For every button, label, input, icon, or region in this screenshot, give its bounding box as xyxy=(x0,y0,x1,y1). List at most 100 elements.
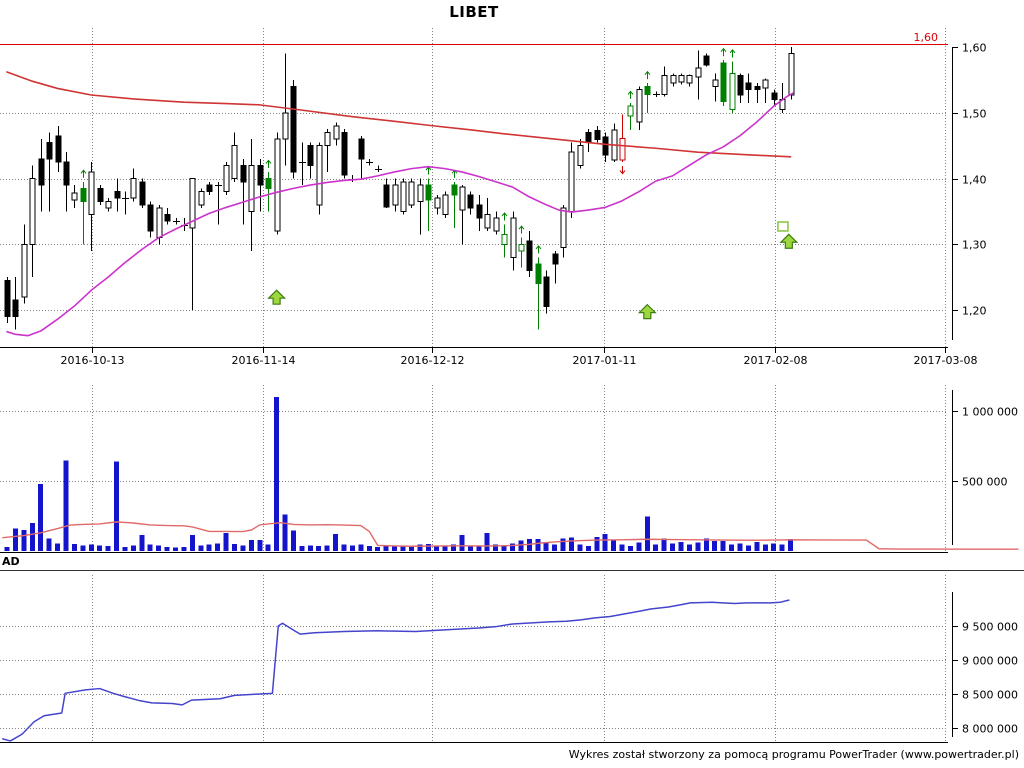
candle-body xyxy=(661,74,668,95)
candle-body xyxy=(12,299,19,318)
candle-body xyxy=(670,74,677,84)
candle-body xyxy=(518,243,525,252)
volume-bar xyxy=(644,516,650,551)
volume-bar xyxy=(434,545,440,551)
volume-layer xyxy=(4,397,794,551)
candle-body xyxy=(729,72,736,110)
red-moving-average xyxy=(6,71,792,158)
candle-body xyxy=(324,131,331,147)
candle-body xyxy=(139,181,146,206)
volume-bar xyxy=(55,543,61,551)
x-axis-label: 2016-12-12 xyxy=(401,354,465,367)
volume-bar xyxy=(307,545,313,551)
candle-body xyxy=(627,105,634,117)
candle-body xyxy=(231,145,238,179)
ad-y-label: 8 000 000 xyxy=(962,723,1018,736)
ad-y-label: 9 500 000 xyxy=(962,621,1018,634)
volume-bar xyxy=(459,534,465,551)
candle-body xyxy=(788,53,795,96)
candle-body xyxy=(198,191,205,206)
volume-bar xyxy=(535,539,541,551)
volume-bar xyxy=(71,544,77,551)
candle-body xyxy=(636,89,643,123)
candle-body xyxy=(316,145,323,206)
candle-body xyxy=(442,194,449,216)
volume-bar xyxy=(686,544,692,551)
ad-panel-label: AD xyxy=(2,555,20,568)
candle-body xyxy=(703,55,710,66)
candle-body xyxy=(745,82,752,91)
candle-body xyxy=(476,204,483,219)
footer-credit: Wykres został stworzony za pomocą progra… xyxy=(568,748,1019,761)
volume-bar xyxy=(695,542,701,551)
volume-bar xyxy=(493,544,499,551)
sell-arrow-icon xyxy=(619,166,626,175)
volume-bar xyxy=(366,546,372,551)
volume-bar xyxy=(720,541,726,551)
volume-y-label: 500 000 xyxy=(962,476,1008,489)
candle-body xyxy=(21,243,28,298)
signal-arrow-up-icon xyxy=(267,289,287,305)
volume-bar xyxy=(164,546,170,551)
candle-body xyxy=(594,130,601,141)
volume-bar xyxy=(703,538,709,551)
candle-body xyxy=(712,79,719,87)
buy-arrow-icon xyxy=(535,245,542,254)
volume-bar xyxy=(324,545,330,551)
candle-body xyxy=(484,214,491,229)
volume-bar xyxy=(417,544,423,551)
candle-body xyxy=(257,164,264,186)
x-axis-label: 2016-10-13 xyxy=(61,354,125,367)
buy-arrow-icon xyxy=(425,166,432,175)
candle-body xyxy=(189,178,196,229)
buy-arrow-icon xyxy=(644,70,651,80)
volume-bar xyxy=(240,545,246,551)
volume-bar xyxy=(29,523,35,551)
volume-bar xyxy=(21,530,27,551)
candle-body xyxy=(459,186,466,211)
volume-average-line xyxy=(2,521,1019,550)
volume-bar xyxy=(358,544,364,551)
volume-bar xyxy=(594,537,600,551)
volume-bar xyxy=(737,543,743,551)
volume-bar xyxy=(510,543,515,551)
volume-bar xyxy=(299,546,305,551)
volume-bar xyxy=(97,545,103,551)
price-y-label: 1,50 xyxy=(962,108,987,121)
candle-body xyxy=(451,184,458,196)
chart-title: LIBET xyxy=(449,3,499,21)
candle-body xyxy=(577,145,584,166)
candle-body xyxy=(80,187,87,203)
price-y-label: 1,60 xyxy=(962,42,987,55)
candles-layer xyxy=(4,47,795,330)
volume-bar xyxy=(114,461,120,551)
candle-body xyxy=(535,263,542,285)
candle-body xyxy=(526,240,533,272)
volume-bar xyxy=(375,546,381,551)
signal-arrow-up-icon xyxy=(637,303,657,320)
volume-bar xyxy=(745,545,751,551)
volume-bar xyxy=(442,546,448,551)
volume-bar xyxy=(206,544,212,551)
volume-bar xyxy=(147,544,153,551)
buy-arrow-icon xyxy=(80,169,87,178)
candle-body xyxy=(678,74,685,83)
volume-bar xyxy=(467,545,473,551)
candle-body xyxy=(274,138,281,232)
volume-bar xyxy=(282,514,288,551)
buy-arrow-icon xyxy=(501,212,508,221)
candle-body xyxy=(114,191,121,199)
candle-body xyxy=(417,184,424,203)
volume-bar xyxy=(771,543,777,551)
candle-body xyxy=(434,197,441,209)
volume-bar xyxy=(408,546,414,551)
volume-bar xyxy=(712,541,718,551)
candle-body xyxy=(38,158,45,186)
resistance-price-label: 1,60 xyxy=(913,31,939,44)
candle-body xyxy=(4,279,11,318)
price-y-label: 1,30 xyxy=(962,239,987,252)
candle-body xyxy=(644,85,651,95)
candle-body xyxy=(602,136,609,156)
